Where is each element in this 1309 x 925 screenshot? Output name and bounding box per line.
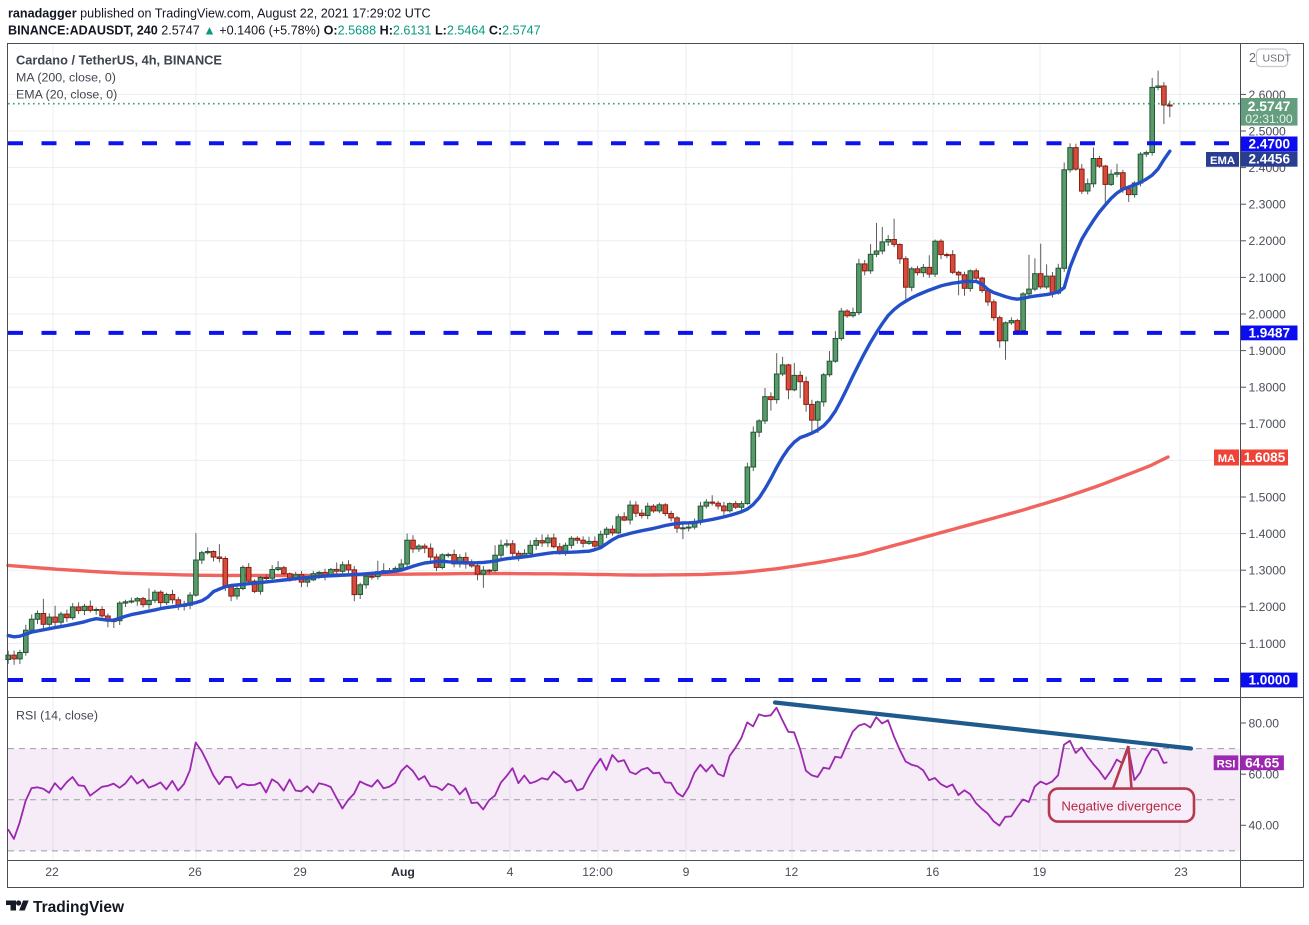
svg-text:2: 2 [1249,51,1256,65]
svg-text:2.3000: 2.3000 [1249,198,1286,212]
svg-text:1.1000: 1.1000 [1249,637,1286,651]
svg-text:1.9000: 1.9000 [1249,344,1286,358]
svg-text:EMA: EMA [1210,155,1235,167]
svg-text:80.00: 80.00 [1249,716,1280,730]
svg-text:2.0000: 2.0000 [1249,307,1286,321]
svg-text:1.0000: 1.0000 [1248,673,1290,688]
svg-text:19: 19 [1033,865,1047,879]
svg-text:1.6085: 1.6085 [1244,450,1286,465]
svg-text:2.2000: 2.2000 [1249,234,1286,248]
svg-text:1.7000: 1.7000 [1249,417,1286,431]
svg-text:MA (200, close, 0): MA (200, close, 0) [16,71,116,85]
svg-text:23: 23 [1174,865,1188,879]
svg-text:22: 22 [45,865,59,879]
svg-text:MA: MA [1218,453,1236,465]
svg-text:Aug: Aug [391,865,415,879]
svg-text:40.00: 40.00 [1249,819,1280,833]
svg-text:1.3000: 1.3000 [1249,564,1286,578]
svg-text:EMA (20, close, 0): EMA (20, close, 0) [16,87,117,101]
svg-text:BINANCE:ADAUSDT, 240 2.5747 ▲: BINANCE:ADAUSDT, 240 2.5747 ▲ +0.1406 (+… [8,24,541,38]
svg-text:2.5000: 2.5000 [1249,124,1286,138]
svg-text:9: 9 [683,865,690,879]
svg-text:USDT: USDT [1263,53,1292,65]
svg-text:2.4456: 2.4456 [1248,152,1290,167]
svg-text:12: 12 [785,865,799,879]
svg-text:1.5000: 1.5000 [1249,490,1286,504]
svg-text:2.5747: 2.5747 [1248,98,1291,114]
svg-text:16: 16 [926,865,940,879]
svg-text:02:31:00: 02:31:00 [1245,112,1293,126]
svg-text:64.65: 64.65 [1245,755,1279,770]
svg-text:RSI (14, close): RSI (14, close) [16,709,98,723]
svg-text:1.9487: 1.9487 [1248,325,1290,340]
svg-text:2.1000: 2.1000 [1249,271,1286,285]
svg-text:1.8000: 1.8000 [1249,381,1286,395]
svg-text:29: 29 [293,865,307,879]
svg-text:ranadagger published on Tradin: ranadagger published on TradingView.com,… [8,7,431,21]
svg-text:Cardano / TetherUS, 4h, BINANC: Cardano / TetherUS, 4h, BINANCE [16,53,222,68]
svg-text:2.4700: 2.4700 [1248,136,1290,151]
svg-text:1.4000: 1.4000 [1249,527,1286,541]
svg-text:4: 4 [507,865,514,879]
svg-text:26: 26 [188,865,202,879]
svg-text:RSI: RSI [1217,758,1236,770]
svg-text:Negative divergence: Negative divergence [1061,799,1181,814]
svg-text:12:00: 12:00 [582,865,613,879]
svg-text:TradingView: TradingView [33,899,125,916]
svg-text:1.2000: 1.2000 [1249,600,1286,614]
svg-text:60.00: 60.00 [1249,768,1280,782]
